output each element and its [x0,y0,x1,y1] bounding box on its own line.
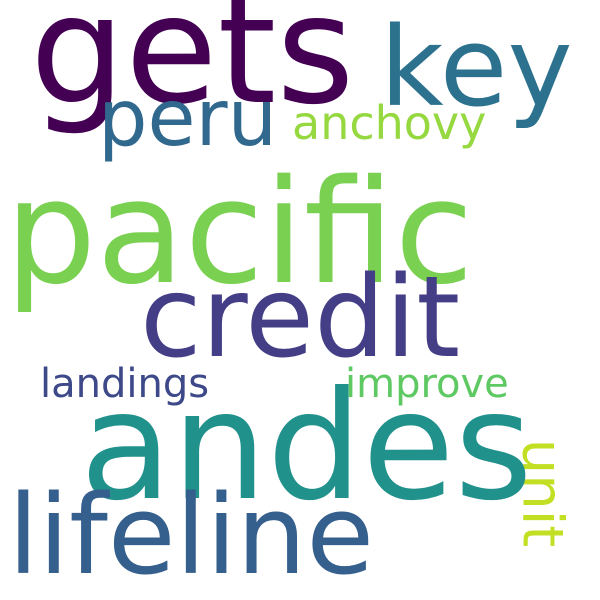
word-peru: peru [98,74,278,164]
word-lifeline: lifeline [8,471,375,599]
word-improve: improve [345,361,509,407]
word-credit: credit [140,253,461,383]
word-anchovy: anchovy [292,96,487,150]
word-key: key [380,3,573,131]
word-andes: andes [80,360,533,534]
word-landings: landings [40,361,210,407]
word-pacific: pacific [5,148,474,316]
word-gets: gets [30,0,355,138]
